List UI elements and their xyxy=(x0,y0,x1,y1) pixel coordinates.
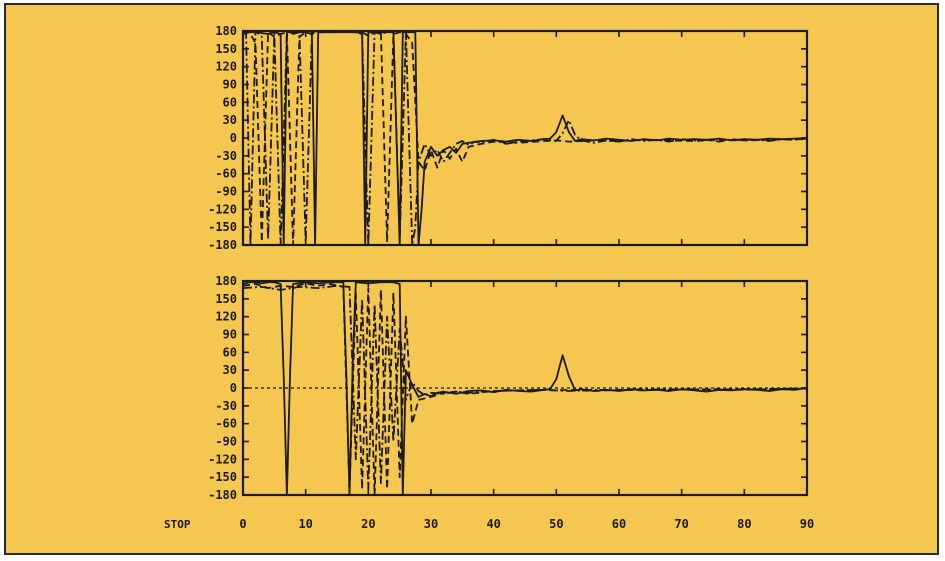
bottom-chart-panel: 180 150 120 90 60 30 0 -30 -60 -90 -120 -150 -180 0 10… xyxy=(208,274,814,531)
x-tick-label: 30 xyxy=(424,517,438,531)
series-line-3 xyxy=(242,284,807,491)
y-tick-label: 180 xyxy=(215,274,237,288)
x-tick-label: 40 xyxy=(486,517,500,531)
y-tick-label: 150 xyxy=(215,292,237,306)
chart-screen: 180 150 120 90 60 30 0 -30 -60 -90 -120 -150 -180 18… xyxy=(4,3,939,555)
x-tick-label: 20 xyxy=(361,517,375,531)
y-tick-label: 120 xyxy=(215,60,237,74)
y-tick-label: -90 xyxy=(215,185,237,199)
y-tick-label: 30 xyxy=(223,113,237,127)
y-tick-label: 0 xyxy=(230,381,237,395)
x-tick-label: 60 xyxy=(612,517,626,531)
y-tick-label: 120 xyxy=(215,310,237,324)
x-tick-label: 70 xyxy=(674,517,688,531)
stop-label: STOP xyxy=(164,518,191,531)
plot-frame xyxy=(241,29,809,247)
series-line-1 xyxy=(242,281,808,496)
y-tick-label: -180 xyxy=(208,238,237,252)
series-line-2 xyxy=(242,30,807,246)
x-tick-label: 10 xyxy=(298,517,312,531)
y-tick-label: -150 xyxy=(208,470,237,484)
y-tick-label: 0 xyxy=(230,131,237,145)
series-line-1 xyxy=(242,30,808,246)
y-tick-label: 30 xyxy=(223,363,237,377)
y-tick-label: -180 xyxy=(208,488,237,502)
x-tick-label: 80 xyxy=(737,517,751,531)
series-line-3 xyxy=(243,31,808,246)
y-tick-label: -90 xyxy=(215,435,237,449)
y-tick-label: 90 xyxy=(223,328,237,342)
y-tick-label: -30 xyxy=(215,149,237,163)
top-chart-panel: 180 150 120 90 60 30 0 -30 -60 -90 -120 -150 -180 xyxy=(208,24,809,252)
y-tick-label: -150 xyxy=(208,220,237,234)
series-line-2 xyxy=(242,282,807,496)
y-tick-label: -120 xyxy=(208,452,237,466)
y-tick-label: 180 xyxy=(215,24,237,38)
y-tick-label: 90 xyxy=(223,78,237,92)
y-tick-label: -60 xyxy=(215,167,237,181)
x-tick-label: 90 xyxy=(800,517,814,531)
x-tick-label: 0 xyxy=(239,517,246,531)
y-tick-label: 60 xyxy=(223,95,237,109)
y-tick-label: 60 xyxy=(223,345,237,359)
y-tick-label: 150 xyxy=(215,42,237,56)
y-tick-label: -30 xyxy=(215,399,237,413)
chart-canvas: 180 150 120 90 60 30 0 -30 -60 -90 -120 -150 -180 18… xyxy=(164,24,814,531)
y-tick-label: -60 xyxy=(215,417,237,431)
y-tick-label: -120 xyxy=(208,202,237,216)
x-tick-label: 50 xyxy=(549,517,563,531)
